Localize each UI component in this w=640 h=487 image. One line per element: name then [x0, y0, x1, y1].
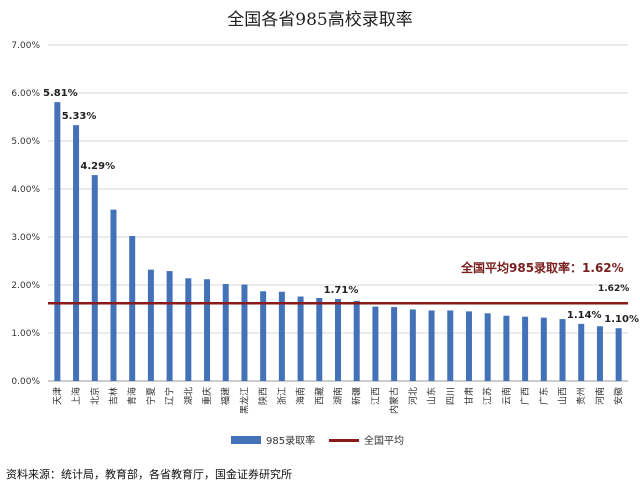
data-label: 1.14% [567, 310, 602, 321]
bar [204, 279, 211, 381]
x-tick-label: 江苏 [482, 387, 494, 405]
bar [297, 296, 304, 381]
chart-title: 全国各省985高校录取率 [227, 10, 412, 30]
average-annotation: 全国平均985录取率：1.62% [460, 260, 624, 275]
bar [391, 307, 398, 381]
x-tick-label: 福建 [220, 387, 232, 405]
x-tick-label: 河北 [407, 387, 419, 405]
x-tick-label: 重庆 [201, 387, 213, 405]
data-labels: 5.81% 5.33% 4.29% 1.71% 1.14% 1.10% [43, 88, 639, 325]
bar [503, 315, 510, 381]
x-tick-label: 安徽 [613, 387, 625, 405]
source-note: 资料来源：统计局，教育部，各省教育厅，国金证券研究所 [6, 467, 292, 481]
x-tick-label: 湖南 [332, 387, 344, 405]
y-axis: 0.00% 1.00% 2.00% 3.00% 4.00% 5.00% 6.00% 7.00% [11, 41, 40, 387]
x-tick-label: 内蒙古 [388, 387, 400, 414]
x-tick-label: 贵州 [575, 387, 587, 405]
bar [278, 291, 285, 381]
x-tick-label: 浙江 [276, 387, 288, 405]
bar [540, 317, 547, 381]
x-tick-label: 江西 [370, 387, 381, 405]
bar [428, 310, 435, 381]
data-label: 1.71% [324, 285, 359, 296]
data-label: 5.33% [62, 111, 97, 122]
bar [222, 284, 229, 381]
x-tick-label: 西藏 [313, 387, 325, 405]
x-tick-label: 新疆 [351, 387, 363, 405]
bar [54, 102, 61, 382]
x-tick-label: 吉林 [107, 387, 119, 405]
x-tick-label: 山西 [558, 387, 569, 405]
bar [596, 326, 603, 381]
x-tick-label: 甘肃 [463, 387, 475, 405]
x-tick-label: 河南 [594, 387, 606, 405]
data-label: 1.10% [604, 314, 639, 325]
y-tick-label: 6.00% [11, 89, 40, 99]
bar-series [54, 102, 622, 382]
bar [241, 284, 248, 381]
bar [484, 313, 491, 381]
bar [353, 300, 360, 381]
bar [166, 271, 173, 381]
y-tick-label: 7.00% [11, 41, 40, 51]
legend-swatch-average [329, 439, 359, 442]
y-tick-label: 4.00% [11, 185, 40, 195]
gridlines [48, 44, 628, 382]
x-tick-label: 青海 [126, 387, 138, 405]
data-label: 5.81% [43, 88, 78, 99]
x-tick-label: 四川 [446, 387, 456, 405]
y-tick-label: 0.00% [11, 377, 40, 387]
x-tick-label: 北京 [89, 387, 101, 405]
x-tick-label: 宁夏 [145, 387, 157, 405]
legend-label-average: 全国平均 [364, 434, 404, 447]
bar [91, 175, 98, 381]
bar [129, 236, 136, 381]
bar [335, 298, 341, 381]
legend-label-bars: 985录取率 [266, 434, 315, 447]
bar [73, 125, 80, 381]
bar [447, 310, 454, 381]
bar [559, 319, 566, 381]
y-tick-label: 3.00% [11, 233, 40, 243]
bar [409, 309, 416, 381]
x-tick-label: 云南 [500, 387, 512, 405]
bar [522, 316, 529, 381]
x-tick-label: 广西 [519, 387, 531, 405]
bar [615, 328, 622, 381]
y-tick-label: 2.00% [11, 281, 40, 291]
bar [147, 269, 154, 381]
x-tick-label: 辽宁 [164, 387, 176, 405]
bar [110, 209, 117, 381]
x-tick-label: 广东 [538, 387, 550, 405]
x-tick-label: 海南 [295, 387, 307, 405]
y-tick-label: 1.00% [11, 329, 40, 339]
x-axis: 天津 上海 北京 吉林 青海 宁夏 辽宁 湖北 重庆 福建 黑龙江 陕西 浙江 海南 西藏 湖南 新疆 江西 内蒙古… [52, 387, 624, 414]
x-tick-label: 上海 [70, 387, 82, 405]
x-tick-label: 湖北 [183, 387, 194, 405]
bar [316, 297, 323, 381]
x-tick-label: 黑龙江 [238, 387, 250, 414]
bar [185, 278, 192, 381]
legend: 985录取率 全国平均 [231, 434, 404, 447]
y-tick-label: 5.00% [11, 137, 40, 147]
x-tick-label: 天津 [52, 387, 63, 405]
bar [578, 323, 585, 381]
bar [465, 311, 472, 381]
data-label: 4.29% [80, 161, 115, 172]
bar [372, 306, 379, 381]
bar [260, 291, 267, 381]
legend-swatch-bars [231, 436, 261, 444]
average-value-label: 1.62% [598, 284, 629, 294]
x-tick-label: 陕西 [257, 387, 269, 405]
x-tick-label: 山东 [426, 387, 438, 405]
